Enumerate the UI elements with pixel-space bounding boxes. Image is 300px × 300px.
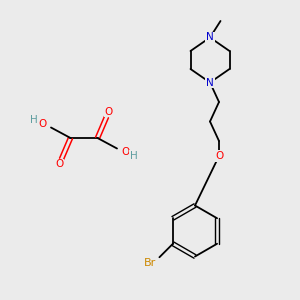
Text: O: O xyxy=(55,159,63,170)
Text: H: H xyxy=(130,151,138,161)
Text: O: O xyxy=(105,106,113,117)
Text: O: O xyxy=(39,118,47,129)
Text: O: O xyxy=(215,151,223,161)
Text: O: O xyxy=(121,147,129,158)
Text: N: N xyxy=(206,77,214,88)
Text: N: N xyxy=(206,32,214,43)
Text: H: H xyxy=(30,115,38,125)
Text: Br: Br xyxy=(143,258,156,268)
